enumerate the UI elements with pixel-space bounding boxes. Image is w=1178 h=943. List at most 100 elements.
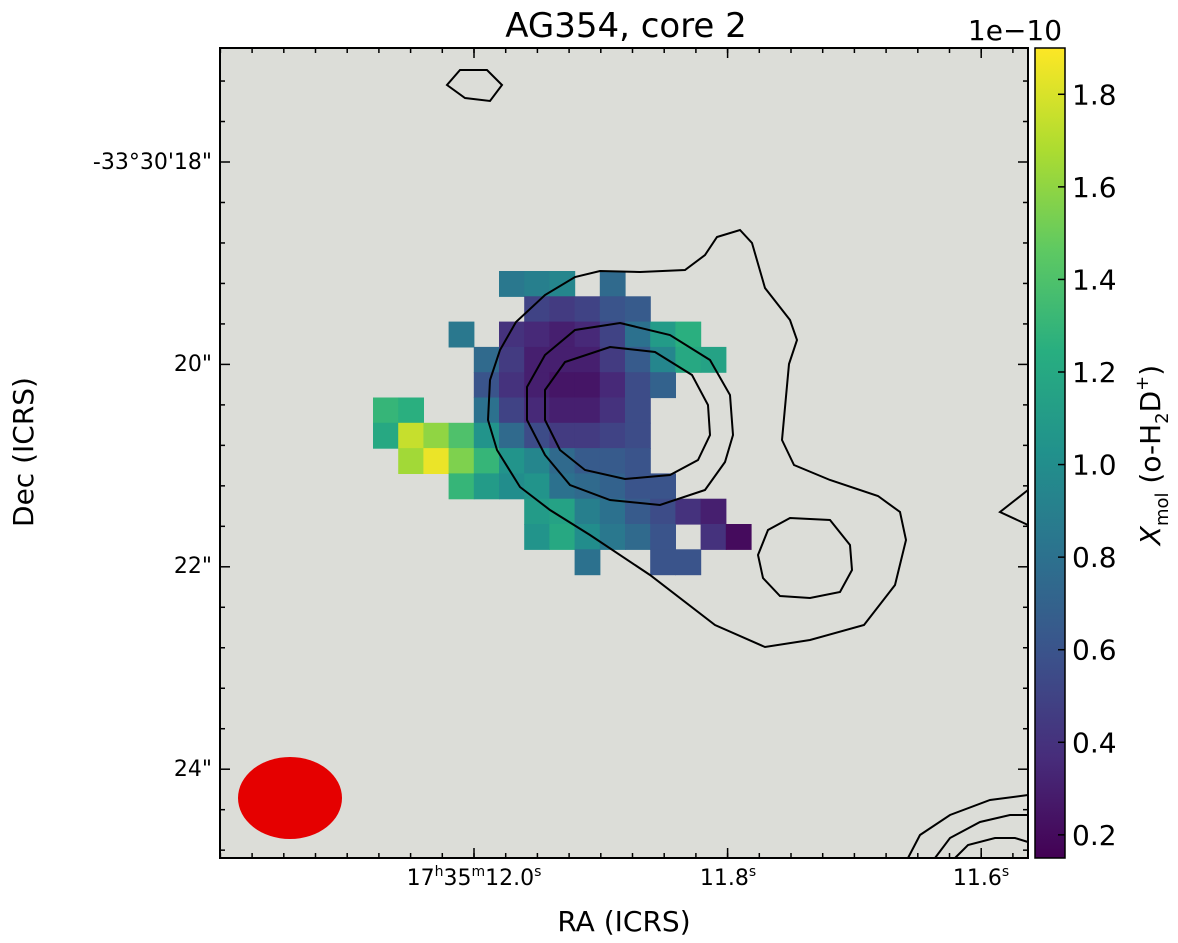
y-tick-label-1: 20" [174, 352, 212, 377]
heatmap-cell [574, 321, 601, 348]
heatmap-cell [373, 397, 399, 424]
heatmap-cell [398, 422, 424, 449]
heatmap-cell [650, 498, 676, 525]
heatmap-cell [599, 296, 626, 323]
heatmap-cell [448, 448, 475, 474]
heatmap-cell [423, 448, 450, 474]
heatmap-cell [625, 448, 651, 474]
heatmap-cell [473, 372, 500, 399]
heatmap-cell [499, 397, 525, 424]
heatmap-cell [524, 448, 550, 474]
heatmap-cell [448, 422, 475, 449]
colorbar-tick-label: 1.4 [1072, 263, 1117, 296]
contour-right-small [756, 516, 854, 600]
beam-ellipse [238, 757, 342, 839]
heatmap-cell [524, 321, 550, 348]
colorbar-exponent: 1e−10 [968, 14, 1062, 47]
heatmap-cell [549, 397, 576, 424]
heatmap-cell [373, 422, 399, 449]
heatmap-cell [599, 498, 626, 525]
heatmap-cell [599, 397, 626, 424]
contour-corner-3 [954, 837, 1029, 859]
heatmap-cell [473, 473, 500, 500]
heatmap-cell [398, 448, 424, 474]
heatmap-cell [499, 271, 525, 297]
heatmap-cell [499, 473, 525, 500]
heatmap-cell [549, 296, 576, 323]
heatmap-cell [599, 422, 626, 449]
heatmap-cell [524, 498, 550, 525]
heatmap-cell [524, 271, 550, 297]
heatmap-cell [700, 524, 727, 550]
colorbar-tick-label: 1.0 [1072, 449, 1117, 482]
contour-corner-2 [934, 814, 1028, 859]
heatmap-cell [599, 524, 626, 550]
heatmap-cell [473, 346, 500, 373]
heatmap-cell [599, 346, 626, 373]
heatmap-cell [448, 321, 475, 348]
x-axis-title: RA (ICRS) [557, 905, 690, 938]
heatmap-cell [524, 397, 550, 424]
colorbar-tick-label: 0.2 [1072, 819, 1117, 852]
heatmap-cell [524, 524, 550, 550]
heatmap-cell [650, 524, 676, 550]
heatmap-cell [675, 549, 702, 576]
heatmap-cell [549, 524, 576, 550]
colorbar-tick-label: 1.8 [1072, 78, 1117, 111]
heatmap-cell [574, 422, 601, 449]
heatmap-cell [499, 422, 525, 449]
heatmap-cell [599, 448, 626, 474]
colorbar-label: Xmol (o-H2D+) [1132, 365, 1173, 547]
colorbar-tick-label: 0.4 [1072, 726, 1117, 759]
heatmap-cell [499, 346, 525, 373]
contour-mid [526, 321, 735, 507]
heatmap-cell [423, 422, 450, 449]
heatmap-cells [373, 271, 752, 576]
heatmap-cell [549, 321, 576, 348]
colorbar-tick-label: 0.6 [1072, 634, 1117, 667]
heatmap-cell [574, 397, 601, 424]
heatmap-cell [625, 372, 651, 399]
heatmap-cell [625, 397, 651, 424]
heatmap-cell [473, 397, 500, 424]
axis-ticks [219, 48, 1028, 858]
heatmap-cell [650, 473, 676, 500]
heatmap-cell [524, 422, 550, 449]
contour-top [445, 69, 504, 103]
heatmap-cell [700, 346, 727, 373]
x-tick-label-2: 11.6s [953, 864, 1009, 891]
heatmap-cell [700, 498, 727, 525]
plot-frame [219, 47, 1029, 859]
y-axis-title: Dec (ICRS) [7, 377, 40, 527]
heatmap-cell [675, 321, 702, 348]
y-tick-label-0: -33°30'18" [93, 150, 212, 175]
heatmap-cell [524, 296, 550, 323]
colorbar-tick-label: 1.2 [1072, 356, 1117, 389]
heatmap-cell [574, 549, 601, 576]
colorbar [1034, 47, 1066, 859]
colorbar-tick-label: 1.6 [1072, 171, 1117, 204]
heatmap-cell [524, 473, 550, 500]
heatmap-cell [625, 296, 651, 323]
contour-right-edge [998, 489, 1029, 526]
colorbar-tick-label: 0.8 [1072, 541, 1117, 574]
heatmap-cell [599, 372, 626, 399]
x-tick-label-0: 17h35m12.0s [407, 864, 542, 891]
y-tick-label-2: 22" [174, 554, 212, 579]
contour-lines [445, 69, 1029, 859]
contour-outer [486, 228, 908, 649]
heatmap-cell [675, 498, 702, 525]
chart-title: AG354, core 2 [505, 6, 747, 46]
heatmap-cell [499, 372, 525, 399]
heatmap-cell [650, 346, 676, 373]
colorbar-ticks: 0.2 0.4 0.6 0.8 1.0 1.2 1.4 1.6 1.8 [1058, 78, 1117, 852]
heatmap-cell [625, 524, 651, 550]
heatmap-cell [473, 448, 500, 474]
contour-inner [544, 345, 712, 481]
heatmap-cell [650, 372, 676, 399]
heatmap-cell [574, 372, 601, 399]
heatmap-cell [725, 524, 752, 550]
contour-corner-1 [907, 794, 1029, 859]
heatmap-cell [549, 372, 576, 399]
